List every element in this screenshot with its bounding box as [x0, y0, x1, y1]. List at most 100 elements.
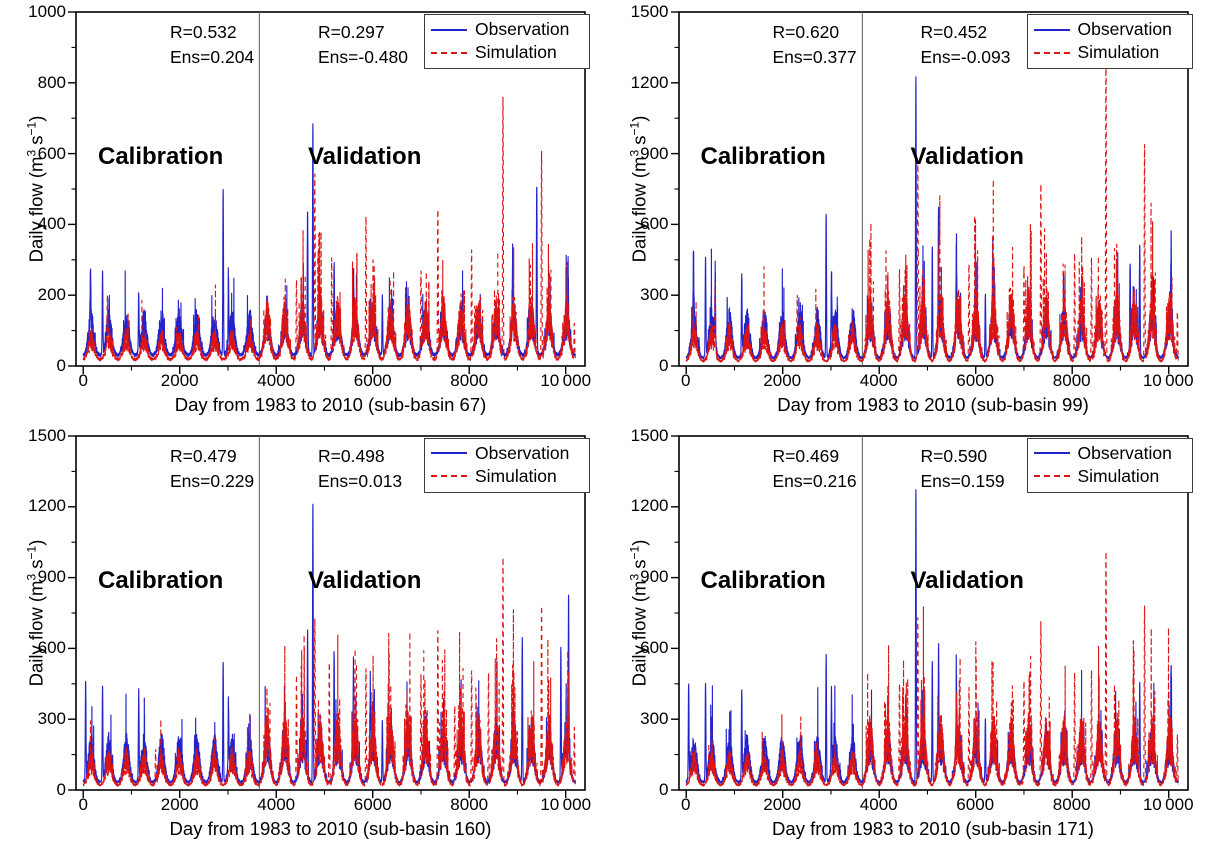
y-axis-label: Daily flow (m3 s−1) — [24, 115, 47, 263]
validation-r-value: R=0.590 — [920, 445, 988, 466]
x-tick-label: 8000 — [1052, 794, 1091, 814]
legend: Observation Simulation — [1026, 14, 1193, 69]
y-tick-label: 1500 — [630, 425, 669, 445]
y-tick-label: 0 — [56, 779, 66, 799]
x-tick-label: 4000 — [859, 371, 898, 390]
x-tick-label: 2000 — [763, 371, 802, 390]
y-tick-label: 0 — [56, 356, 66, 375]
y-axis-label: Daily flow (m3 s−1) — [626, 115, 650, 263]
validation-stats: R=0.452 Ens=-0.093 — [921, 20, 1011, 71]
y-tick-label: 300 — [37, 708, 66, 728]
calibration-label: Calibration — [98, 566, 224, 594]
y-tick-label: 900 — [640, 143, 669, 163]
legend-item-simulation: Simulation — [1033, 41, 1186, 64]
x-tick-label: 6000 — [956, 371, 995, 390]
validation-ens-value: Ens=-0.480 — [318, 47, 408, 68]
validation-stats: R=0.590 Ens=0.159 — [921, 444, 1005, 495]
y-tick-label: 600 — [640, 637, 669, 657]
y-tick-label: 1500 — [630, 2, 669, 21]
x-tick-label: 0 — [681, 371, 691, 390]
calibration-ens-value: Ens=0.377 — [772, 47, 857, 68]
y-axis-label: Daily flow (m3 s−1) — [24, 539, 47, 686]
legend-item-simulation: Simulation — [431, 465, 583, 488]
calibration-r-value: R=0.479 — [170, 445, 237, 466]
y-tick-label: 1000 — [28, 2, 66, 21]
flow-timeseries-canvas-subbasin-160 — [0, 423, 602, 847]
legend: Observation Simulation — [1026, 437, 1193, 493]
x-tick-label: 8000 — [1052, 371, 1091, 390]
x-tick-label: 2000 — [160, 794, 199, 814]
calibration-label: Calibration — [700, 566, 826, 594]
x-axis-label: Day from 1983 to 2010 (sub-basin 99) — [777, 394, 1089, 415]
y-tick-label: 900 — [37, 567, 66, 587]
legend-item-observation: Observation — [431, 18, 583, 41]
x-tick-label: 0 — [78, 794, 88, 814]
calibration-r-value: R=0.469 — [772, 445, 840, 466]
observation-line-sample — [431, 28, 467, 31]
validation-ens-value: Ens=-0.093 — [920, 47, 1011, 68]
simulation-line-sample — [431, 475, 467, 477]
panel-subbasin-67: Daily flow (m3 s−1) Day from 1983 to 201… — [0, 0, 602, 423]
y-tick-label: 0 — [659, 356, 669, 375]
validation-label: Validation — [910, 143, 1024, 170]
y-tick-label: 1200 — [630, 496, 669, 516]
x-tick-label: 4000 — [257, 794, 296, 814]
y-tick-label: 300 — [640, 708, 669, 728]
validation-r-value: R=0.297 — [318, 22, 385, 42]
x-tick-label: 6000 — [353, 371, 392, 390]
flow-timeseries-canvas-subbasin-171 — [602, 423, 1205, 847]
x-tick-label: 2000 — [763, 794, 802, 814]
validation-ens-value: Ens=0.013 — [318, 470, 403, 491]
legend-item-simulation: Simulation — [431, 41, 583, 64]
observation-line-sample — [431, 452, 467, 454]
flow-timeseries-canvas-subbasin-99 — [602, 0, 1205, 423]
calibration-ens-value: Ens=0.216 — [772, 470, 857, 491]
flow-timeseries-canvas-subbasin-67 — [0, 0, 602, 423]
validation-ens-value: Ens=0.159 — [920, 470, 1005, 491]
calibration-r-value: R=0.620 — [772, 22, 840, 42]
y-tick-label: 600 — [640, 214, 669, 234]
x-tick-label: 10 000 — [540, 794, 592, 814]
validation-label: Validation — [910, 566, 1024, 594]
y-tick-label: 200 — [37, 285, 66, 305]
calibration-label: Calibration — [700, 143, 826, 170]
observation-line-sample — [1033, 28, 1070, 31]
validation-label: Validation — [308, 566, 422, 594]
calibration-stats: R=0.469 Ens=0.216 — [773, 444, 857, 495]
x-tick-label: 10 000 — [1142, 794, 1194, 814]
panel-subbasin-171: Daily flow (m3 s−1) Day from 1983 to 201… — [602, 423, 1205, 847]
panel-subbasin-160: Daily flow (m3 s−1) Day from 1983 to 201… — [0, 423, 602, 847]
x-axis-label: Day from 1983 to 2010 (sub-basin 160) — [169, 817, 492, 839]
y-axis-label: Daily flow (m3 s−1) — [626, 539, 650, 686]
y-tick-label: 1200 — [630, 72, 669, 92]
y-tick-label: 600 — [37, 143, 66, 163]
simulation-line-sample — [1033, 51, 1070, 54]
calibration-ens-value: Ens=0.229 — [170, 470, 255, 491]
x-tick-label: 6000 — [353, 794, 392, 814]
validation-stats: R=0.498 Ens=0.013 — [318, 444, 402, 495]
x-tick-label: 6000 — [956, 794, 995, 814]
calibration-ens-value: Ens=0.204 — [170, 47, 255, 68]
y-tick-label: 900 — [640, 567, 669, 587]
calibration-stats: R=0.532 Ens=0.204 — [170, 20, 254, 71]
y-tick-label: 600 — [37, 637, 66, 657]
calibration-stats: R=0.620 Ens=0.377 — [773, 20, 857, 71]
y-tick-label: 800 — [37, 72, 66, 92]
x-axis-label: Day from 1983 to 2010 (sub-basin 171) — [772, 817, 1094, 839]
y-tick-label: 400 — [37, 214, 66, 234]
y-tick-label: 1200 — [28, 496, 66, 516]
observation-line-sample — [1033, 452, 1070, 454]
validation-r-value: R=0.452 — [920, 22, 988, 42]
simulation-line-sample — [1033, 475, 1070, 477]
y-tick-label: 0 — [659, 779, 669, 799]
x-tick-label: 0 — [681, 794, 691, 814]
x-tick-label: 10 000 — [1142, 371, 1194, 390]
x-tick-label: 4000 — [257, 371, 296, 390]
validation-r-value: R=0.498 — [318, 445, 385, 466]
x-tick-label: 8000 — [450, 794, 489, 814]
validation-stats: R=0.297 Ens=-0.480 — [318, 20, 408, 71]
y-tick-label: 300 — [640, 285, 669, 305]
legend-item-observation: Observation — [1033, 442, 1186, 465]
validation-label: Validation — [308, 143, 422, 170]
